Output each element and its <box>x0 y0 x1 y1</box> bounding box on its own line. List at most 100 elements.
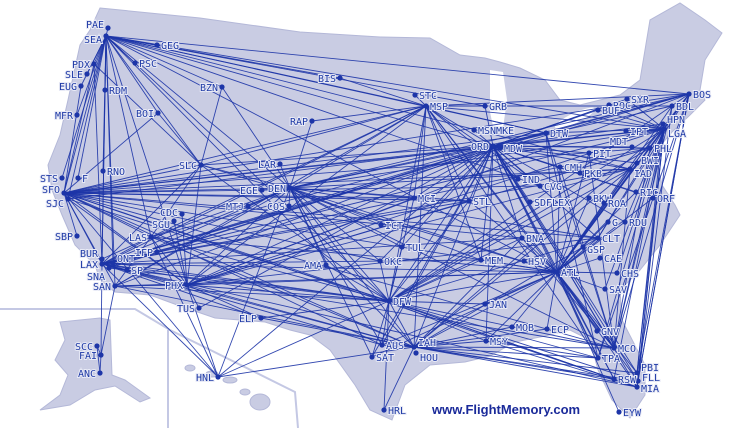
airport-mtj[interactable]: MTJ <box>225 201 251 214</box>
airport-gnv[interactable]: GNV <box>594 326 620 339</box>
airport-sfo[interactable]: SFO <box>41 184 67 197</box>
airport-lax[interactable]: LAX <box>79 259 105 272</box>
airport-msnmke[interactable]: MSNMKE <box>471 125 515 138</box>
airport-phx[interactable]: PHX <box>164 280 190 293</box>
airport-rsw[interactable]: RSW <box>611 374 638 387</box>
airport-bur[interactable]: BUR <box>79 248 105 262</box>
airport-bos[interactable]: BOS <box>686 89 712 102</box>
airport-bwi[interactable]: BWI <box>634 155 660 168</box>
airport-pkb[interactable]: PKB <box>577 168 603 181</box>
airport-buf[interactable]: BUF <box>595 105 621 118</box>
airport-ind[interactable]: IND <box>515 174 541 187</box>
airport-sle[interactable]: SLE <box>64 69 90 82</box>
airport-geg[interactable]: GEG <box>154 40 180 53</box>
airport-atl[interactable]: ATL <box>554 267 580 280</box>
airport-ict[interactable]: ICT <box>378 220 404 233</box>
airport-rdm[interactable]: RDM <box>102 85 128 98</box>
airport-ege[interactable]: EGE <box>239 185 265 198</box>
airport-grb[interactable]: GRB <box>482 101 508 114</box>
airport-psc[interactable]: PSC <box>132 58 158 71</box>
airport-pbi[interactable]: PBI <box>634 362 660 376</box>
airport-scc[interactable]: SCC <box>74 341 100 354</box>
airport-mci[interactable]: MCI <box>411 193 437 206</box>
airport-f[interactable]: F <box>75 173 89 186</box>
airport-cae[interactable]: CAE <box>597 253 623 266</box>
airport-rdu[interactable]: RDU <box>622 217 648 230</box>
airport-bzn[interactable]: BZN <box>199 82 225 95</box>
airport-jan[interactable]: JAN <box>482 299 508 312</box>
airport-phl[interactable]: PHL <box>647 143 673 156</box>
airport-ama[interactable]: AMA <box>303 260 329 273</box>
airport-bis[interactable]: BIS <box>317 73 343 86</box>
airport-ifp[interactable]: IFP <box>134 247 160 260</box>
airport-sbp[interactable]: SBP <box>54 231 80 244</box>
airport-hpn[interactable]: HPN <box>660 114 686 127</box>
airport-sgu[interactable]: SGU <box>151 218 177 232</box>
airport-sjc[interactable]: SJC <box>45 196 71 211</box>
airport-ecp[interactable]: ECP <box>544 324 570 337</box>
airport-msy[interactable]: MSY <box>483 336 509 349</box>
airport-hsv[interactable]: HSV <box>521 256 547 269</box>
airport-den[interactable]: DEN <box>267 183 293 196</box>
airport-aus[interactable]: AUS <box>379 340 405 353</box>
airport-pdx[interactable]: PDX <box>71 59 97 72</box>
airport-ord[interactable]: ORD <box>470 141 496 154</box>
airport-okc[interactable]: OKC <box>377 256 403 269</box>
airport-rno[interactable]: RNO <box>100 166 126 179</box>
airport-boi[interactable]: BOI <box>135 108 161 121</box>
airport-ipt[interactable]: IPT <box>623 126 649 139</box>
airport-stc[interactable]: STC <box>412 90 438 103</box>
airport-dfw[interactable]: DFW <box>386 296 413 309</box>
airport-mdt[interactable]: MDT <box>609 136 635 150</box>
airport-fai[interactable]: FAI <box>78 350 104 363</box>
airport-ont[interactable]: ONT <box>110 253 136 266</box>
airport-tpa[interactable]: TPA <box>595 353 621 366</box>
airport-clt[interactable]: CLT <box>595 233 621 246</box>
airport-bna[interactable]: BNA <box>519 233 545 246</box>
airport-iah[interactable]: IAH <box>411 337 437 350</box>
airport-roa[interactable]: ROA <box>601 198 627 211</box>
airport-stl[interactable]: STL <box>466 196 492 209</box>
airport-tul[interactable]: TUL <box>399 242 425 255</box>
airport-chs[interactable]: CHS <box>614 268 640 281</box>
airport-mia[interactable]: MIA <box>634 383 660 396</box>
airport-hrl[interactable]: HRL <box>381 405 407 418</box>
airport-hnl[interactable]: HNL <box>195 372 221 385</box>
airport-eug[interactable]: EUG <box>58 81 84 94</box>
airport-sp[interactable]: SP <box>124 265 144 278</box>
airport-mem[interactable]: MEM <box>478 255 504 268</box>
airport-slc[interactable]: SLC <box>178 160 204 173</box>
airport-mfr[interactable]: MFR <box>54 110 80 123</box>
airport-cvg[interactable]: CVG <box>537 181 563 194</box>
airport-bkw[interactable]: BKW <box>586 193 613 206</box>
airport-cdc[interactable]: CDC <box>159 207 185 220</box>
airport-roc[interactable]: ROC <box>606 100 632 113</box>
airport-mco[interactable]: MCO <box>611 343 637 356</box>
airport-pit[interactable]: PIT <box>586 148 612 161</box>
airport-sea[interactable]: SEA <box>83 33 109 47</box>
airport-elp[interactable]: ELP <box>238 313 264 326</box>
airport-sts[interactable]: STS <box>39 173 65 186</box>
airport-las[interactable]: LAS <box>128 232 154 245</box>
airport-sna[interactable]: SNA <box>86 265 112 284</box>
airport-gsp[interactable]: GSP <box>580 244 606 257</box>
airport-rap[interactable]: RAP <box>289 116 315 129</box>
airport-san[interactable]: SAN <box>92 281 118 294</box>
airport-anc[interactable]: ANC <box>77 368 103 381</box>
airport-sdflex[interactable]: SDFLEX <box>527 197 571 210</box>
airport-mob[interactable]: MOB <box>509 322 535 335</box>
airport-tus[interactable]: TUS <box>176 303 202 316</box>
airport-sat[interactable]: SAT <box>369 352 395 365</box>
airport-g[interactable]: G <box>605 217 619 230</box>
airport-bdl[interactable]: BDL <box>669 101 695 114</box>
airport-lga[interactable]: LGA <box>661 126 687 141</box>
airport-mdw[interactable]: MDW <box>497 143 524 156</box>
airport-sav[interactable]: SAV <box>602 284 628 297</box>
airport-cos[interactable]: COS <box>266 201 292 214</box>
airport-eyw[interactable]: EYW <box>616 407 643 420</box>
airport-dtw[interactable]: DTW <box>543 128 570 141</box>
airport-orf[interactable]: ORF <box>650 193 676 206</box>
airport-pae[interactable]: PAE <box>85 19 111 32</box>
airport-msp[interactable]: MSP <box>423 101 449 114</box>
airport-hou[interactable]: HOU <box>413 350 439 365</box>
